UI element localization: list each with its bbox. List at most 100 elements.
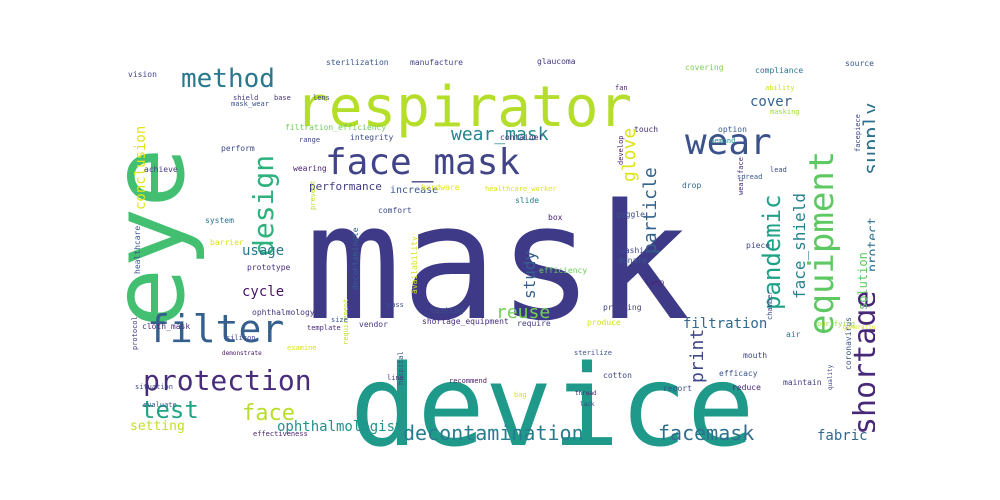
word-produce: produce [587,318,621,327]
word-system: system [205,216,234,225]
word-demonstrate: demonstrate [222,350,262,357]
word-protocol: protocol [131,316,139,350]
word-protect: protect [866,217,875,272]
word-mask-wear: mask_wear [231,100,269,108]
word-healthcare: healthcare [133,226,142,274]
word-face-mask: face_mask [325,142,520,183]
word-slide: slide [515,196,539,205]
word-wear: wear [685,122,772,163]
word-size: size [331,316,348,324]
word-face-shield: face_shield [790,193,809,299]
word-option: option [718,125,747,134]
word-efficacy: efficacy [719,369,758,378]
word-glaucoma: glaucoma [537,57,576,66]
word-device: device [350,342,755,450]
word-coronavirus: coronavirus [844,317,853,370]
word-air: air [786,330,801,339]
word-hospital: hospital [397,351,405,385]
word-face: face [242,401,295,426]
word-cotton: cotton [603,371,632,380]
word-cover: cover [750,94,792,110]
word-drop: drop [682,181,701,190]
word-printing: printing [603,303,642,312]
word-shortage: shortage [848,291,875,436]
word-recommend: recommend [449,377,487,385]
word-thread: thread [575,390,597,397]
word-ophthalmologist: ophthalmologist [277,419,403,435]
word-vendor: vendor [359,320,388,329]
word-source: source [845,59,874,68]
word-design: design [247,155,280,256]
word-box: box [548,213,563,222]
word-prevent: prevent [309,180,317,210]
word-masking: masking [770,108,800,116]
word-pass: pass [387,301,404,309]
word-reduce: reduce [732,383,761,392]
word-chamber: chamber [766,290,774,320]
word-evaluate: evaluate [143,401,177,409]
word-respirator: respirator [295,75,632,140]
word-decontamination: decontamination [403,421,584,445]
word-solution: solution [856,252,870,310]
word-lead: lead [770,166,787,174]
word-lack: lack [580,401,595,408]
word-piece: piece [746,241,770,250]
word-wear-face: wear_face [737,157,745,195]
word-test: test [141,396,199,424]
word-study: study [520,250,539,299]
word-requirement: requirement [342,299,350,345]
word-eye: eye [125,147,207,328]
word-supply: supply [859,103,875,175]
word-effectiveness: effectiveness [253,430,308,438]
word-perform: perform [221,144,255,153]
word-ability: ability [765,84,795,92]
word-efficiency: efficiency [539,266,587,275]
word-purifying: purifying [817,320,855,328]
word-touch: touch [634,125,658,134]
word-mask: mask [305,169,690,356]
word-examine: examine [287,344,317,352]
word-goggle: goggle [616,210,645,219]
word-shortage-equipment: shortage_equipment [422,317,509,326]
word-filtration: filtration [683,316,767,332]
word-require: require [517,319,551,328]
word-achieve: achieve [144,165,178,174]
word-protection: protection [143,364,312,397]
word-filter: filter [147,307,284,351]
word-sterilization: sterilization [326,58,389,67]
word-generation: generation [843,324,875,331]
word-prototype: prototype [247,263,291,272]
word-print: print [687,329,708,383]
word-cloth-mask: cloth_mask [142,322,190,331]
word-increase: increase [390,185,438,196]
word-maintain: maintain [783,378,822,387]
word-particle: particle [640,167,661,254]
word-covering: covering [685,63,724,72]
word-ophthalmology: ophthalmology [252,308,315,317]
word-availability: availability [410,236,419,294]
word-bag: bag [514,391,527,399]
word-equipment: equipment [802,151,842,335]
word-conclusion: conclusion [133,126,149,210]
word-glove: glove [619,128,640,182]
word-decontaminate: decontaminate [351,227,360,290]
word-wear-mask: wear_mask [451,124,549,145]
word-cycle: cycle [242,284,284,300]
word-develop: develop [617,135,625,165]
word-reuse: reuse [496,302,550,323]
word-line: line [387,374,404,382]
word-hardware: hardware [421,183,460,192]
word-usage: usage [242,243,284,259]
word-template: template [307,324,341,332]
word-healthcare-worker: healthcare_worker [485,185,557,193]
word-pandemic: pandemic [758,194,786,310]
word-testing: testing [430,306,464,315]
word-range: range [299,136,320,144]
word-spread: spread [737,173,762,181]
word-shield: shield [233,94,258,102]
word-facepiece: facepiece [854,114,862,152]
word-base: base [274,94,291,102]
word-fan: fan [615,84,628,92]
